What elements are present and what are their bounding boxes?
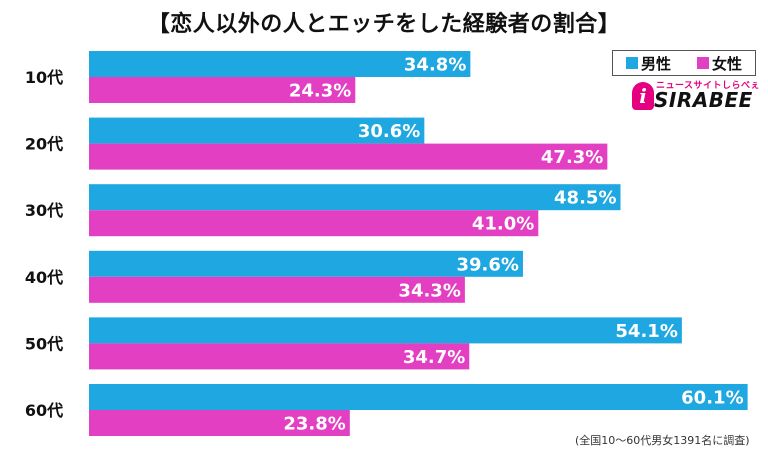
bar-male-3 <box>89 250 523 277</box>
legend-label-female: 女性 <box>711 54 742 73</box>
category-label-2: 30代 <box>25 201 63 220</box>
value-label-male-5: 60.1% <box>681 388 743 409</box>
legend-swatch-male <box>625 57 638 69</box>
value-label-male-4: 54.1% <box>615 321 677 342</box>
category-label-3: 40代 <box>25 268 63 287</box>
bar-female-0 <box>89 77 356 103</box>
bar-male-4 <box>89 317 682 344</box>
bar-female-4 <box>89 343 470 370</box>
legend-swatch-female <box>696 57 709 69</box>
legend-item-female: 女性 <box>696 53 742 74</box>
chart-title: 【恋人以外の人とエッチをした経験者の割合】 <box>147 12 621 37</box>
bar-female-3 <box>89 276 465 303</box>
value-label-female-2: 41.0% <box>472 214 534 235</box>
category-label-0: 10代 <box>25 68 63 87</box>
logo-tagline: ニュースサイトしらべぇ <box>656 81 761 91</box>
category-label-5: 60代 <box>25 401 63 420</box>
category-label-1: 20代 <box>25 135 63 154</box>
legend-label-male: 男性 <box>640 54 671 73</box>
value-label-male-0: 34.8% <box>404 55 466 76</box>
bar-male-5 <box>89 384 748 410</box>
bar-female-5 <box>89 410 350 436</box>
logo-wordmark: SIRABEE <box>654 88 753 112</box>
value-label-male-1: 30.6% <box>358 121 420 142</box>
bar-male-1 <box>89 117 425 144</box>
value-label-male-3: 39.6% <box>457 254 519 275</box>
logo-i-badge-icon: i <box>632 82 654 110</box>
legend-item-male: 男性 <box>625 53 671 74</box>
bar-male-0 <box>89 51 471 77</box>
footnote: (全国10〜60代男女1391名に調査) <box>575 434 750 447</box>
value-label-female-0: 24.3% <box>289 81 351 102</box>
value-label-female-1: 47.3% <box>541 147 603 168</box>
bar-male-2 <box>89 184 621 211</box>
value-label-female-5: 23.8% <box>283 414 345 435</box>
value-label-female-3: 34.3% <box>398 280 460 301</box>
sirabee-logo: ニュースサイトしらべぇ i SIRABEE <box>632 78 760 112</box>
bar-female-2 <box>89 210 539 237</box>
value-label-male-2: 48.5% <box>554 188 616 209</box>
category-label-4: 50代 <box>25 334 63 353</box>
legend: 男性 女性 <box>612 50 756 76</box>
value-label-female-4: 34.7% <box>403 347 465 368</box>
bar-female-1 <box>89 143 608 170</box>
